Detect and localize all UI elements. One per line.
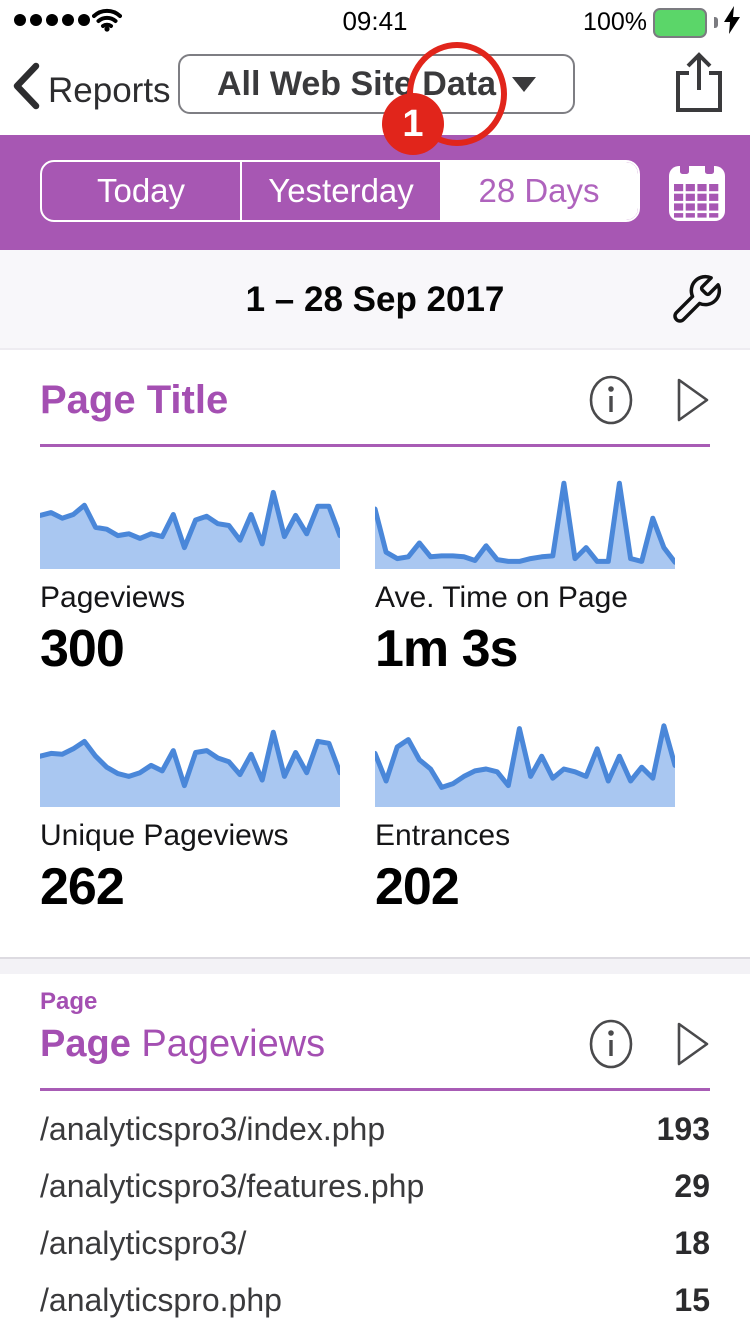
date-range-toolbar: Today Yesterday 28 Days [0, 135, 750, 250]
section-divider [0, 957, 750, 974]
signal-strength-icon [14, 14, 90, 26]
table-row[interactable]: /analyticspro3/ 18 [40, 1215, 710, 1272]
nav-bar: Reports All Web Site Data [0, 40, 750, 135]
share-button[interactable] [672, 50, 726, 121]
annotation-step-badge: 1 [382, 93, 444, 155]
charging-bolt-icon [724, 6, 740, 39]
info-button[interactable] [588, 1018, 634, 1070]
metric-card-unique-pageviews[interactable]: Unique Pageviews 262 [37, 709, 343, 917]
section-title-rest: Pageviews [141, 1022, 326, 1065]
metric-label: Pageviews [40, 581, 186, 614]
date-range-label: 1 – 28 Sep 2017 [245, 280, 505, 319]
avg-time-sparkline-chart [372, 471, 678, 569]
view-selector-button[interactable]: All Web Site Data [178, 54, 575, 114]
section-underline [40, 444, 710, 447]
tab-yesterday[interactable]: Yesterday [240, 162, 440, 220]
settings-wrench-button[interactable] [668, 272, 724, 333]
play-report-button[interactable] [676, 376, 710, 424]
page-path: /analyticspro3/ [40, 1225, 247, 1261]
metric-label: Entrances [375, 819, 511, 852]
metric-value: 300 [40, 620, 125, 678]
calendar-icon [668, 162, 726, 227]
pageviews-count: 193 [656, 1111, 710, 1147]
metric-cards-grid: Pageviews 300 Ave. Time on Page 1m 3s Un… [0, 447, 750, 917]
date-range-bar: 1 – 28 Sep 2017 [0, 250, 750, 350]
tab-today[interactable]: Today [96, 172, 186, 209]
metric-card-pageviews[interactable]: Pageviews 300 [37, 471, 343, 679]
metric-label: Ave. Time on Page [375, 581, 628, 614]
play-report-button[interactable] [676, 1020, 710, 1068]
page-pageviews-section-header: Page Page Pageviews [0, 974, 750, 1070]
metric-card-entrances[interactable]: Entrances 202 [372, 709, 678, 917]
play-icon [677, 378, 709, 422]
page-path: /analyticspro.php [40, 1282, 282, 1318]
back-label: Reports [48, 70, 171, 110]
section-title-page-pageviews: Page Pageviews [40, 1023, 546, 1066]
pageviews-sparkline-chart [37, 471, 343, 569]
chevron-left-icon [12, 62, 40, 119]
battery-percent: 100% [583, 8, 647, 36]
wrench-icon [668, 274, 724, 332]
metric-label: Unique Pageviews [40, 819, 289, 852]
page-path: /analyticspro3/features.php [40, 1168, 425, 1204]
pageviews-count: 15 [674, 1282, 710, 1318]
metric-value: 262 [40, 858, 125, 916]
dimension-label: Page [40, 988, 98, 1015]
wifi-icon [92, 8, 122, 37]
info-button[interactable] [588, 374, 634, 426]
battery-indicator: 100% [583, 6, 740, 39]
play-icon [677, 1022, 709, 1066]
table-row[interactable]: /analyticspro3/index.php 193 [40, 1101, 710, 1158]
page-path: /analyticspro3/index.php [40, 1111, 386, 1147]
page-title-section-header: Page Title [0, 350, 750, 426]
table-row[interactable]: /analyticspro3/features.php 29 [40, 1158, 710, 1215]
info-icon [589, 375, 633, 425]
entrances-sparkline-chart [372, 709, 678, 807]
tab-28-days[interactable]: 28 Days [440, 162, 638, 220]
unique-pageviews-sparkline-chart [37, 709, 343, 807]
table-row[interactable]: /analyticspro.php 15 [40, 1272, 710, 1329]
back-button[interactable]: Reports [12, 62, 171, 119]
date-range-segmented-control: Today Yesterday 28 Days [40, 160, 640, 222]
pageviews-count: 29 [674, 1168, 710, 1204]
metric-value: 1m 3s [375, 620, 518, 678]
info-icon [589, 1019, 633, 1069]
section-title-page-title: Page Title [40, 377, 229, 422]
metric-value: 202 [375, 858, 460, 916]
section-underline [40, 1088, 710, 1091]
calendar-button[interactable] [668, 159, 726, 228]
battery-icon [653, 7, 707, 38]
metric-card-avg-time[interactable]: Ave. Time on Page 1m 3s [372, 471, 678, 679]
status-time: 09:41 [342, 6, 408, 36]
pageviews-table: /analyticspro3/index.php 193 /analyticsp… [0, 1091, 750, 1334]
view-selector-label: All Web Site Data [217, 64, 496, 103]
pageviews-count: 18 [674, 1225, 710, 1261]
section-title-bold: Page [40, 1022, 131, 1065]
status-bar: 09:41 100% [0, 0, 750, 40]
report-content: Page Title Pageviews 300 [0, 350, 750, 1334]
caret-down-icon [512, 76, 536, 92]
battery-nub [714, 17, 718, 28]
table-row[interactable]: /analyticspro3/faq.php 14 [40, 1329, 710, 1334]
